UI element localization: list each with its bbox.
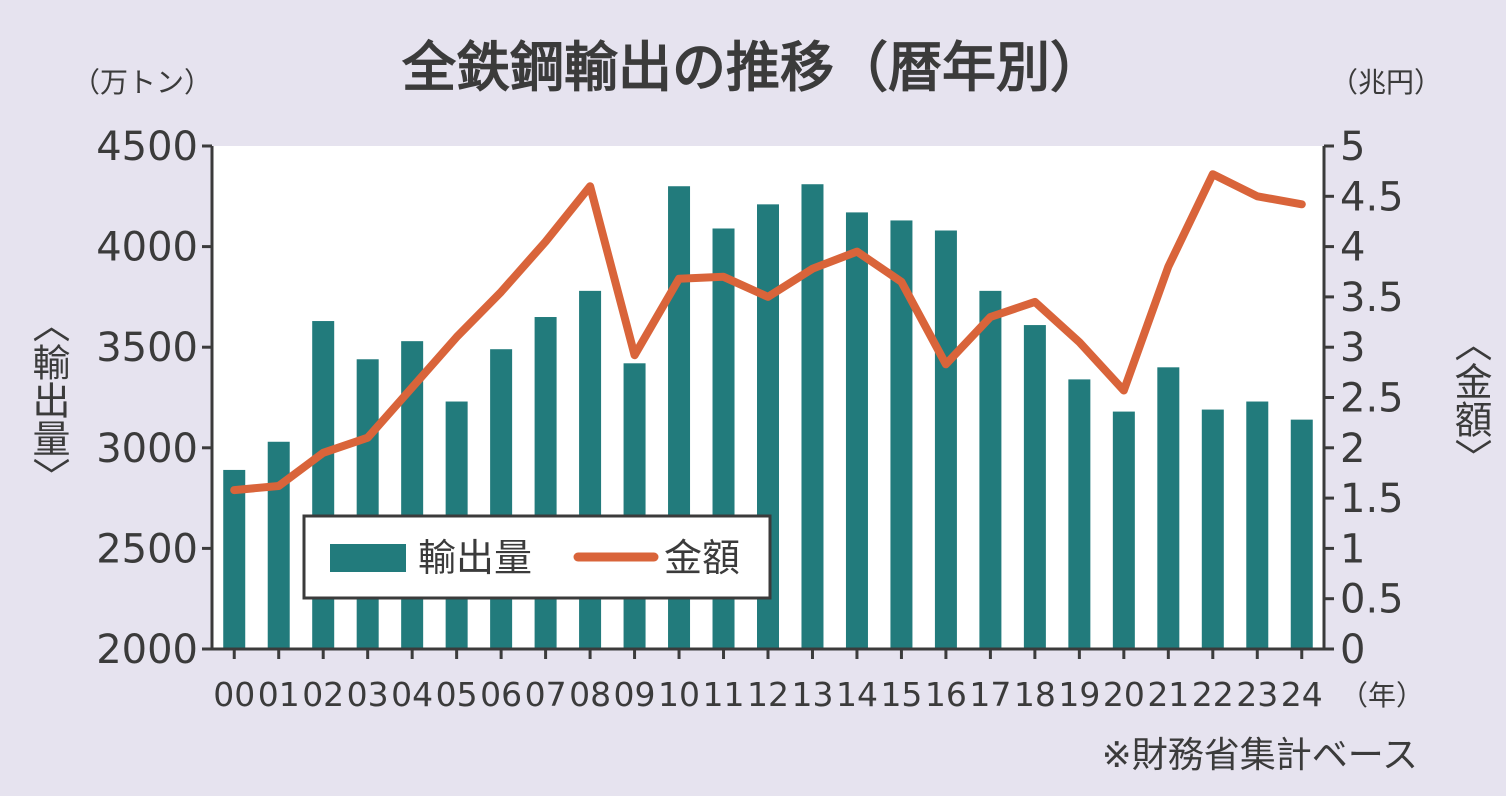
right-tick-label: 2.5 <box>1340 376 1404 422</box>
x-axis-ticks <box>232 649 1304 659</box>
left-tick-label: 2500 <box>96 526 198 572</box>
bar-24 <box>1290 419 1313 649</box>
x-tick-label: 05 <box>436 675 478 714</box>
x-tick-label: 20 <box>1103 675 1145 714</box>
bar-03 <box>356 359 379 649</box>
bar-16 <box>934 230 957 649</box>
bar-17 <box>979 290 1002 649</box>
bar-21 <box>1157 367 1180 649</box>
chart-title: 全鉄鋼輸出の推移（暦年別） <box>401 36 1104 99</box>
legend: 輸出量 金額 <box>302 514 772 600</box>
x-tick-label: 22 <box>1192 675 1234 714</box>
bar-01 <box>267 441 290 649</box>
left-axis-label: 〈輸出量〉 <box>26 305 70 495</box>
left-tick-label: 3000 <box>96 426 198 472</box>
right-axis-ticks: 00.5 11.522.5 33.54 4.55 <box>1324 124 1404 673</box>
line-series-group <box>230 170 1306 495</box>
bar-14 <box>845 212 868 649</box>
x-tick-label: 19 <box>1058 675 1100 714</box>
x-tick-label: 11 <box>703 675 745 714</box>
x-tick-label: 01 <box>258 675 300 714</box>
x-tick-label: 00 <box>213 675 255 714</box>
right-axis-label: 〈金額〉 <box>1448 324 1492 476</box>
x-tick-label: 09 <box>614 675 656 714</box>
legend-line-label: 金額 <box>664 536 740 580</box>
x-axis-unit: （年） <box>1340 679 1424 712</box>
x-tick-label: 04 <box>391 675 433 714</box>
bar-15 <box>890 220 913 649</box>
left-tick-label: 2000 <box>96 627 198 673</box>
bar-18 <box>1023 325 1046 649</box>
x-tick-label: 14 <box>836 675 878 714</box>
right-tick-label: 0.5 <box>1340 577 1404 623</box>
x-tick-label: 17 <box>969 675 1011 714</box>
bar-02 <box>312 321 335 649</box>
legend-bar-label: 輸出量 <box>418 536 532 580</box>
x-tick-label: 12 <box>747 675 789 714</box>
left-axis-unit: （万トン） <box>72 66 212 99</box>
x-tick-label: 16 <box>925 675 967 714</box>
left-tick-label: 4500 <box>96 124 198 170</box>
right-tick-label: 1.5 <box>1340 476 1404 522</box>
right-tick-label: 2 <box>1340 426 1365 472</box>
x-tick-label: 23 <box>1236 675 1278 714</box>
x-tick-label: 07 <box>525 675 567 714</box>
left-axis-ticks: 2000 2500 3000 3500 4000 4500 <box>96 124 212 673</box>
legend-bar-swatch <box>330 544 406 572</box>
bar-06 <box>490 349 513 649</box>
right-tick-label: 3 <box>1340 325 1365 371</box>
x-tick-label: 15 <box>880 675 922 714</box>
right-tick-label: 5 <box>1340 124 1365 170</box>
bar-19 <box>1068 379 1091 649</box>
left-tick-label: 3500 <box>96 325 198 371</box>
x-tick-label: 02 <box>302 675 344 714</box>
right-axis-unit: （兆円） <box>1330 66 1442 99</box>
right-tick-label: 0 <box>1340 627 1365 673</box>
bar-09 <box>623 363 646 649</box>
right-tick-label: 4 <box>1340 225 1365 271</box>
x-tick-label: 21 <box>1147 675 1189 714</box>
x-tick-label: 08 <box>569 675 611 714</box>
bar-20 <box>1112 411 1135 649</box>
bar-23 <box>1246 401 1269 649</box>
bar-13 <box>801 184 824 649</box>
bar-00 <box>223 469 246 649</box>
left-tick-label: 4000 <box>96 225 198 271</box>
x-axis-labels: 00 01 02 03 04 05 06 07 08 09 10 11 12 13 14 15 16 17 18 19… <box>213 675 1323 714</box>
x-tick-label: 10 <box>658 675 700 714</box>
x-tick-label: 24 <box>1281 675 1323 714</box>
right-tick-label: 3.5 <box>1340 275 1404 321</box>
x-tick-label: 13 <box>791 675 833 714</box>
x-tick-label: 18 <box>1014 675 1056 714</box>
right-tick-label: 1 <box>1340 526 1365 572</box>
x-tick-label: 06 <box>480 675 522 714</box>
x-tick-label: 03 <box>347 675 389 714</box>
source-note: ※財務省集計ベース <box>1102 735 1418 776</box>
right-tick-label: 4.5 <box>1340 174 1404 220</box>
bar-22 <box>1201 409 1224 649</box>
